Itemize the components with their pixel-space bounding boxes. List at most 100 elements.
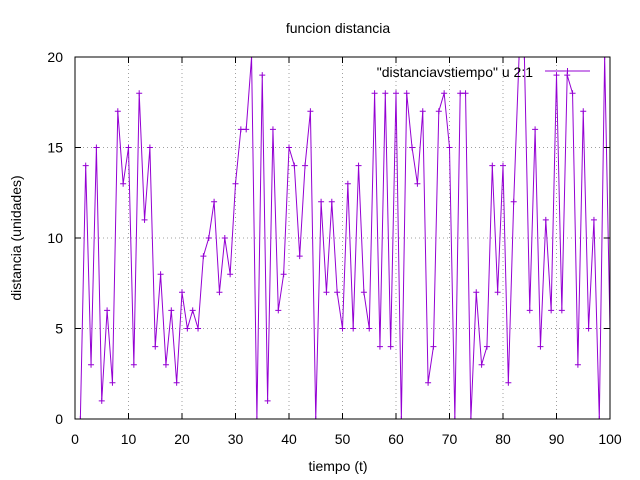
x-tick-label: 50 (335, 431, 351, 447)
data-point (435, 108, 442, 115)
x-tick-label: 0 (71, 431, 79, 447)
data-point (409, 144, 416, 151)
data-point (189, 307, 196, 314)
data-point (526, 307, 533, 314)
data-point (596, 416, 603, 419)
data-point (184, 325, 191, 332)
data-point (366, 325, 373, 332)
data-point (542, 216, 549, 223)
data-point (414, 180, 421, 187)
data-point (243, 126, 250, 133)
data-point (312, 416, 319, 419)
data-point (569, 90, 576, 97)
data-point (334, 289, 341, 296)
x-tick-label: 30 (228, 431, 244, 447)
x-tick-label: 40 (281, 431, 297, 447)
data-point (376, 343, 383, 350)
data-point (93, 144, 100, 151)
data-point (494, 289, 501, 296)
y-tick-label: 0 (55, 411, 63, 427)
data-point (291, 162, 298, 169)
y-tick-label: 20 (47, 49, 63, 65)
data-point (371, 90, 378, 97)
data-point (157, 271, 164, 278)
chart-title: funcion distancia (286, 20, 391, 36)
axes: 0 10 20 30 40 50 60 70 80 90 100 0 5 10 15 20 (47, 49, 621, 447)
data-point (516, 57, 523, 60)
data-point (537, 343, 544, 350)
data-point (478, 361, 485, 368)
data-point (457, 90, 464, 97)
data-point (355, 162, 362, 169)
data-point (286, 144, 292, 151)
data-point (344, 180, 351, 187)
series-layer (77, 57, 610, 419)
data-point (500, 162, 506, 169)
x-tick-label: 70 (442, 431, 458, 447)
data-point (136, 90, 143, 97)
data-point (146, 144, 153, 151)
data-point (580, 108, 587, 115)
data-point (521, 57, 528, 60)
data-point (441, 90, 448, 97)
data-point (120, 180, 127, 187)
data-point (532, 126, 539, 133)
data-point (296, 253, 303, 260)
x-tick-label: 80 (495, 431, 511, 447)
x-tick-label: 90 (549, 431, 565, 447)
data-point (253, 416, 260, 419)
data-point (323, 289, 330, 296)
y-tick-label: 15 (47, 140, 63, 156)
data-point (473, 289, 480, 296)
data-point (419, 108, 426, 115)
data-point (462, 90, 469, 97)
x-tick-label: 60 (388, 431, 404, 447)
data-point (77, 416, 84, 419)
data-point (467, 416, 474, 419)
data-point (269, 126, 276, 133)
data-point (211, 198, 218, 205)
data-point (152, 343, 159, 350)
data-point (259, 72, 266, 79)
data-point (280, 271, 287, 278)
data-point (125, 144, 132, 151)
data-point (328, 198, 335, 205)
legend-marker (564, 68, 571, 74)
data-point (173, 379, 180, 386)
x-axis-label: tiempo (t) (308, 458, 367, 474)
data-point (264, 397, 271, 404)
data-point (553, 72, 560, 79)
data-point (350, 325, 357, 332)
data-point (430, 343, 437, 350)
data-point (548, 307, 555, 314)
data-point (130, 361, 137, 368)
data-point (141, 216, 148, 223)
data-point (446, 144, 453, 151)
data-point (114, 108, 121, 115)
data-point (393, 90, 399, 97)
data-point (237, 126, 244, 133)
x-tick-label: 10 (121, 431, 137, 447)
data-point (82, 162, 89, 169)
data-point (307, 108, 314, 115)
data-point (505, 379, 512, 386)
data-point (216, 289, 223, 296)
data-point (585, 325, 592, 332)
data-point (88, 361, 95, 368)
x-tick-label: 100 (598, 431, 622, 447)
data-point (227, 271, 234, 278)
data-point (601, 57, 608, 60)
data-point (382, 90, 389, 97)
data-point (510, 198, 517, 205)
data-point (489, 162, 496, 169)
data-point (483, 343, 490, 350)
y-tick-label: 10 (47, 230, 63, 246)
legend-label: "distanciavstiempo" u 2:1 (377, 64, 533, 80)
data-point (403, 90, 410, 97)
data-point (339, 325, 346, 332)
data-point (104, 307, 111, 314)
y-axis-label: distancia (unidades) (8, 175, 24, 300)
data-point (574, 361, 581, 368)
x-tick-label: 20 (174, 431, 190, 447)
